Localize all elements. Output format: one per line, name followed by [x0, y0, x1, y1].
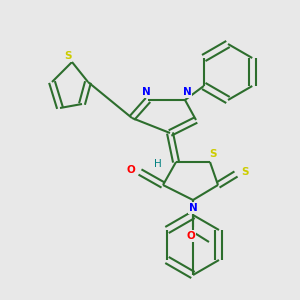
Text: H: H [154, 159, 162, 169]
Text: O: O [127, 165, 135, 175]
Text: S: S [64, 51, 72, 61]
Text: S: S [241, 167, 249, 177]
Text: N: N [189, 203, 197, 213]
Text: S: S [209, 149, 217, 159]
Text: N: N [183, 87, 191, 97]
Text: O: O [187, 231, 195, 241]
Text: N: N [142, 87, 150, 97]
